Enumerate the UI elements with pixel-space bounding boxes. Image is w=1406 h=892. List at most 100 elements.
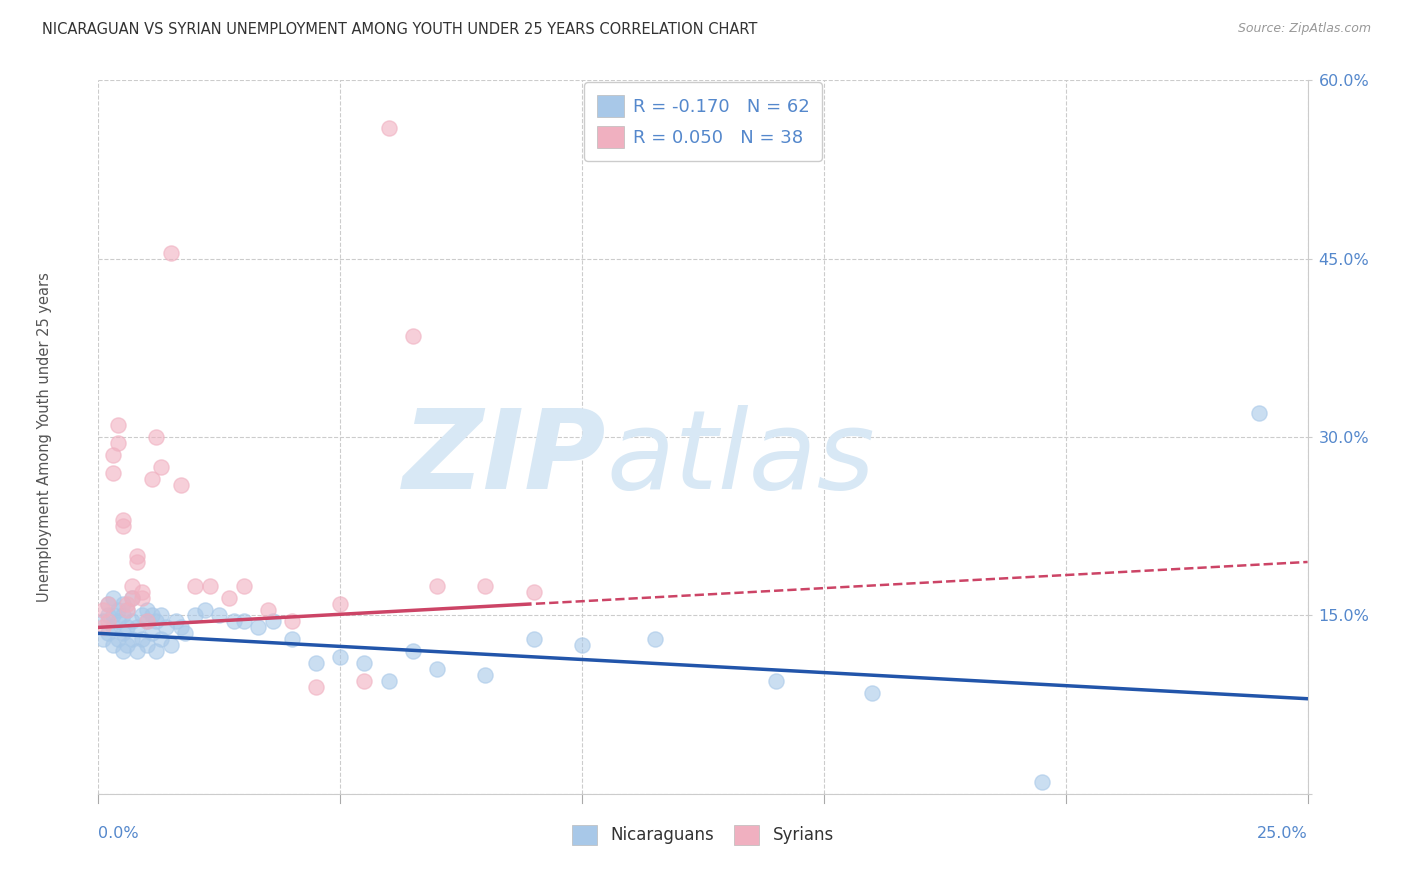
Legend: Nicaraguans, Syrians: Nicaraguans, Syrians [564,816,842,854]
Point [523,632,546,647]
Point [131,632,153,647]
Point [141,626,163,640]
Point [402,329,425,343]
Point [329,597,352,611]
Point [117,602,139,616]
Point [107,602,129,616]
Text: atlas: atlas [606,405,875,512]
Point [218,591,240,605]
Point [135,615,157,629]
Point [131,608,153,623]
Point [145,430,167,444]
Point [117,638,139,652]
Point [474,579,496,593]
Point [117,597,139,611]
Point [141,608,163,623]
Point [131,584,153,599]
Point [127,644,149,658]
Text: ZIP: ZIP [402,405,606,512]
Point [111,519,134,533]
Point [111,626,134,640]
Point [107,632,129,647]
Point [101,448,124,462]
Point [474,668,496,682]
Point [101,638,124,652]
Point [127,549,149,563]
Point [145,644,167,658]
Point [1031,775,1053,789]
Point [135,602,157,616]
Point [101,620,124,634]
Point [91,615,114,629]
Point [174,626,197,640]
Point [121,632,143,647]
Point [127,555,149,569]
Point [91,602,114,616]
Text: 25.0%: 25.0% [1257,826,1308,841]
Point [117,602,139,616]
Point [426,579,449,593]
Point [169,620,191,634]
Point [377,673,399,688]
Point [150,608,173,623]
Point [160,245,183,260]
Point [281,632,304,647]
Point [150,459,173,474]
Point [101,466,124,480]
Point [111,644,134,658]
Point [184,579,207,593]
Point [169,477,191,491]
Point [97,626,120,640]
Point [127,620,149,634]
Point [97,597,120,611]
Point [377,120,399,135]
Point [117,620,139,634]
Text: 0.0%: 0.0% [98,826,139,841]
Point [523,584,546,599]
Point [160,638,183,652]
Point [107,436,129,450]
Point [329,650,352,665]
Point [208,608,231,623]
Point [426,662,449,676]
Point [305,680,328,694]
Point [97,597,120,611]
Point [232,579,254,593]
Text: Unemployment Among Youth under 25 years: Unemployment Among Youth under 25 years [37,272,52,602]
Point [97,608,120,623]
Point [222,615,245,629]
Point [101,591,124,605]
Text: NICARAGUAN VS SYRIAN UNEMPLOYMENT AMONG YOUTH UNDER 25 YEARS CORRELATION CHART: NICARAGUAN VS SYRIAN UNEMPLOYMENT AMONG … [42,22,758,37]
Point [860,686,883,700]
Point [107,418,129,433]
Point [571,638,593,652]
Point [353,656,375,670]
Point [111,513,134,527]
Text: Source: ZipAtlas.com: Source: ZipAtlas.com [1237,22,1371,36]
Point [131,591,153,605]
Point [97,615,120,629]
Point [121,579,143,593]
Point [145,615,167,629]
Point [402,644,425,658]
Point [107,615,129,629]
Point [111,597,134,611]
Point [281,615,304,629]
Point [765,673,787,688]
Point [262,615,284,629]
Point [111,608,134,623]
Point [165,615,187,629]
Point [121,615,143,629]
Point [141,472,163,486]
Point [91,620,114,634]
Point [198,579,221,593]
Point [121,591,143,605]
Point [194,602,217,616]
Point [232,615,254,629]
Point [135,638,157,652]
Point [155,620,177,634]
Point [184,608,207,623]
Point [256,602,278,616]
Point [101,608,124,623]
Point [305,656,328,670]
